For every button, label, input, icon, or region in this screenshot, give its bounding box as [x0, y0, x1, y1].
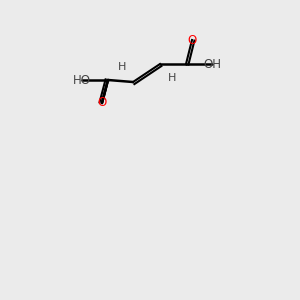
Text: H: H	[168, 73, 176, 83]
Text: O: O	[188, 34, 196, 46]
Text: HO: HO	[73, 74, 91, 86]
Text: O: O	[98, 97, 106, 110]
Text: H: H	[118, 62, 126, 72]
Text: OH: OH	[203, 58, 221, 70]
